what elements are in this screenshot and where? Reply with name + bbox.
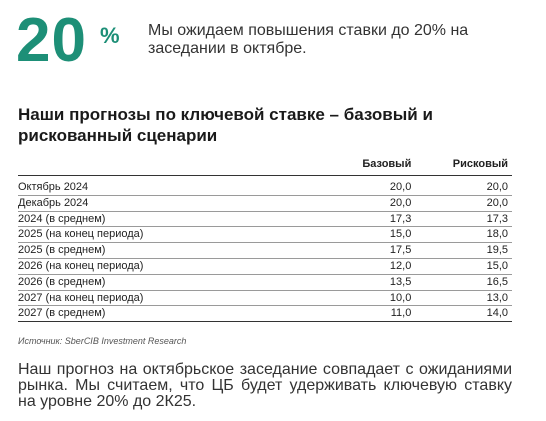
row-label-cell: 2025 (на конец периода) xyxy=(18,226,314,244)
forecast-table: Базовый Рисковый Октябрь 2024 20,0 20,0 Дек… xyxy=(18,153,512,323)
table-row: 2026 (в среднем) 13,5 16,5 xyxy=(18,274,512,291)
hero-description: Мы ожидаем повышения ставки до 20% на за… xyxy=(148,22,469,57)
row-base-cell: 12,0 xyxy=(313,258,416,275)
row-risk-cell: 20,0 xyxy=(415,195,512,212)
table-row: 2025 (в среднем) 17,5 19,5 xyxy=(18,242,512,259)
hero-block: 20 % Мы ожидаем повышения ставки до 20% … xyxy=(16,6,536,75)
row-label-cell: 2024 (в среднем) xyxy=(18,211,314,228)
row-label-cell: Декабрь 2024 xyxy=(18,195,314,212)
row-base-cell: 10,0 xyxy=(313,290,416,307)
row-base-cell: 17,5 xyxy=(313,242,416,259)
row-base-cell: 20,0 xyxy=(313,175,416,196)
row-risk-cell: 14,0 xyxy=(415,305,512,323)
row-risk-cell: 18,0 xyxy=(415,226,512,244)
forecast-table-container: Базовый Рисковый Октябрь 2024 20,0 20,0 Дек… xyxy=(18,153,512,323)
section-title: Наши прогнозы по ключевой ставке – базов… xyxy=(18,105,433,145)
table-row: 2024 (в среднем) 17,3 17,3 xyxy=(18,211,512,228)
row-label-cell: 2025 (в среднем) xyxy=(18,242,314,259)
row-base-cell: 20,0 xyxy=(313,195,416,212)
table-row: 2027 (на конец периода) 10,0 13,0 xyxy=(18,290,512,307)
table-row: 2025 (на конец периода) 15,0 18,0 xyxy=(18,226,512,244)
summary-text: Наш прогноз на октябрьское заседание сов… xyxy=(18,361,512,410)
hero-rate-value: 20 xyxy=(16,6,87,75)
row-label-cell: 2026 (на конец периода) xyxy=(18,258,314,275)
header-label xyxy=(18,153,314,176)
row-risk-cell: 15,0 xyxy=(415,258,512,275)
source-note: Источник: SberCIB Investment Research xyxy=(18,336,187,346)
row-label-cell: Октябрь 2024 xyxy=(18,175,314,196)
table-header-row: Базовый Рисковый xyxy=(18,153,512,176)
row-base-cell: 15,0 xyxy=(313,226,416,244)
row-base-cell: 11,0 xyxy=(313,305,416,323)
row-base-cell: 17,3 xyxy=(313,211,416,228)
table-row: Декабрь 2024 20,0 20,0 xyxy=(18,195,512,212)
row-risk-cell: 13,0 xyxy=(415,290,512,307)
header-risk: Рисковый xyxy=(415,153,512,176)
row-risk-cell: 17,3 xyxy=(415,211,512,228)
header-base: Базовый xyxy=(313,153,416,176)
table-row: 2026 (на конец периода) 12,0 15,0 xyxy=(18,258,512,275)
row-risk-cell: 20,0 xyxy=(415,175,512,196)
hero-rate-unit: % xyxy=(100,23,120,48)
table-row: Октябрь 2024 20,0 20,0 xyxy=(18,175,512,196)
row-risk-cell: 16,5 xyxy=(415,274,512,291)
row-base-cell: 13,5 xyxy=(313,274,416,291)
row-label-cell: 2027 (в среднем) xyxy=(18,305,314,323)
row-label-cell: 2026 (в среднем) xyxy=(18,274,314,291)
row-risk-cell: 19,5 xyxy=(415,242,512,259)
table-row: 2027 (в среднем) 11,0 14,0 xyxy=(18,305,512,323)
row-label-cell: 2027 (на конец периода) xyxy=(18,290,314,307)
